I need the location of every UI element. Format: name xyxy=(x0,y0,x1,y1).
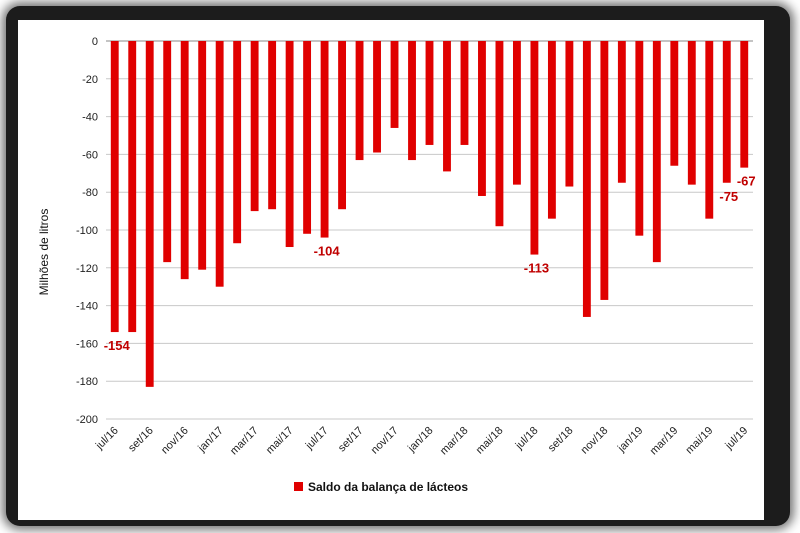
gridlines xyxy=(106,40,753,420)
bar-nov-17 xyxy=(390,41,399,128)
bar-fev-19 xyxy=(652,41,661,263)
y-tick-label: -180 xyxy=(76,376,98,388)
bar-fev-17 xyxy=(233,41,242,244)
y-axis-ticks: 0 -20 -40 -60 -80 -100 -120 -140 -160 -180 -200 xyxy=(76,36,98,426)
y-tick-label: -100 xyxy=(76,225,98,237)
data-label: -154 xyxy=(104,338,131,353)
y-tick-label: -140 xyxy=(76,301,98,313)
legend-swatch xyxy=(294,482,303,491)
x-tick-label: mai/19 xyxy=(684,425,716,457)
bar-mar-19 xyxy=(670,41,679,166)
bar-out-18 xyxy=(582,41,591,317)
data-labels: -154 -104 -113 -75-67 xyxy=(104,174,756,353)
bar-jan-19 xyxy=(635,41,644,236)
bar-dez-16 xyxy=(198,41,207,270)
x-tick-label: mar/19 xyxy=(648,425,681,458)
bar-abr-18 xyxy=(478,41,486,196)
bar-fev-18 xyxy=(443,41,451,172)
x-tick-label: jul/18 xyxy=(513,425,541,453)
bar-ago-18 xyxy=(547,41,556,219)
bar-jun-19 xyxy=(722,41,731,183)
y-tick-label: -60 xyxy=(82,149,98,161)
bar-set-17 xyxy=(355,41,364,161)
x-tick-label: jan/19 xyxy=(615,425,645,455)
x-tick-label: set/16 xyxy=(126,425,156,455)
bar-mai-18 xyxy=(495,41,504,227)
x-axis-ticks: jul/16 set/16 nov/16 jan/17 mar/17 mai/17 jul/… xyxy=(93,425,750,458)
data-label: -104 xyxy=(314,244,341,259)
bar-jul-16 xyxy=(110,41,119,333)
x-tick-label: set/17 xyxy=(336,425,366,455)
y-tick-label: -40 xyxy=(82,112,98,124)
bars xyxy=(110,41,749,387)
bar-mar-18 xyxy=(460,41,469,145)
data-label: -75 xyxy=(719,189,738,204)
x-tick-label: jul/19 xyxy=(723,425,751,453)
bar-jul-19 xyxy=(740,41,749,168)
data-label: -67 xyxy=(737,174,756,189)
bar-ago-17 xyxy=(338,41,347,210)
chart-frame: 0 -20 -40 -60 -80 -100 -120 -140 -160 -180 -200 ju… xyxy=(6,6,790,526)
y-tick-label: -80 xyxy=(82,187,98,199)
x-tick-label: mar/17 xyxy=(228,425,261,458)
bar-mai-19 xyxy=(705,41,714,219)
bar-jul-17 xyxy=(320,41,329,238)
bar-ago-16 xyxy=(128,41,137,333)
bar-set-18 xyxy=(565,41,574,187)
chart-panel: 0 -20 -40 -60 -80 -100 -120 -140 -160 -180 -200 ju… xyxy=(18,20,764,520)
bar-mar-17 xyxy=(250,41,259,212)
x-tick-label: set/18 xyxy=(546,425,576,455)
x-tick-label: jul/16 xyxy=(93,425,121,453)
y-tick-label: 0 xyxy=(92,36,98,48)
x-tick-label: mar/18 xyxy=(438,425,471,458)
y-tick-label: -160 xyxy=(76,338,98,350)
legend-label: Saldo da balança de lácteos xyxy=(308,480,468,494)
bar-jan-18 xyxy=(425,41,434,145)
x-tick-label: jan/17 xyxy=(195,425,225,455)
bar-dez-18 xyxy=(617,41,626,183)
bar-out-16 xyxy=(163,41,172,263)
x-tick-label: nov/17 xyxy=(369,425,401,457)
y-tick-label: -200 xyxy=(76,414,98,426)
bar-nov-18 xyxy=(600,41,609,300)
bar-jul-18 xyxy=(530,41,539,255)
y-tick-label: -20 xyxy=(82,74,98,86)
x-tick-label: jul/17 xyxy=(303,425,331,453)
bar-abr-17 xyxy=(268,41,277,210)
bar-abr-19 xyxy=(687,41,696,185)
bar-nov-16 xyxy=(180,41,189,280)
y-axis-label: Milhões de litros xyxy=(37,209,51,296)
bar-jan-17 xyxy=(215,41,224,287)
legend: Saldo da balança de lácteos xyxy=(294,480,468,494)
bar-out-17 xyxy=(373,41,381,153)
bar-jun-18 xyxy=(512,41,521,185)
bar-jun-17 xyxy=(303,41,312,234)
x-tick-label: nov/18 xyxy=(579,425,611,457)
bar-dez-17 xyxy=(408,41,416,161)
x-tick-label: mai/18 xyxy=(474,425,506,457)
bar-mai-17 xyxy=(285,41,294,248)
x-tick-label: nov/16 xyxy=(159,425,191,457)
data-label: -113 xyxy=(524,261,549,276)
bar-set-16 xyxy=(145,41,154,387)
x-tick-label: jan/18 xyxy=(405,425,435,455)
x-tick-label: mai/17 xyxy=(264,425,296,457)
chart-svg: 0 -20 -40 -60 -80 -100 -120 -140 -160 -180 -200 ju… xyxy=(37,36,756,494)
y-tick-label: -120 xyxy=(76,263,98,275)
